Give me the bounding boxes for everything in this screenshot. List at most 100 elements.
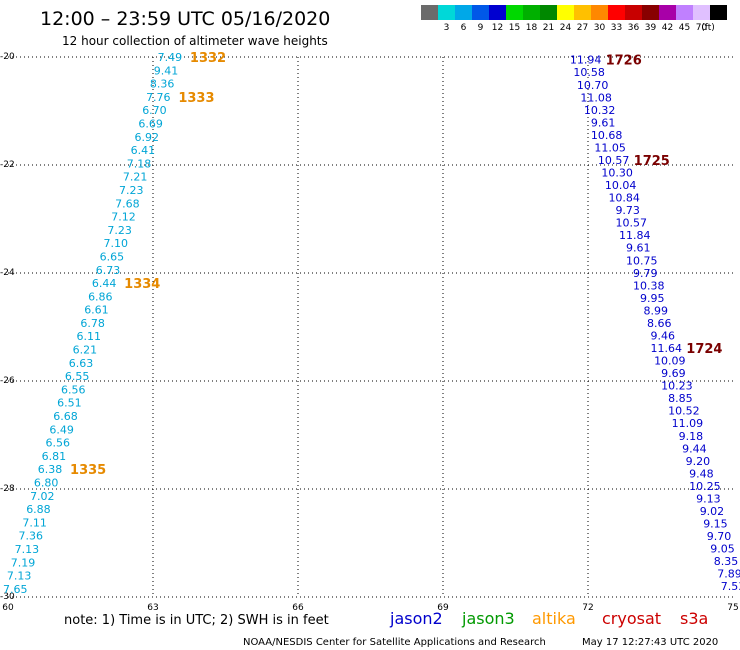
legend-label: 15 [509, 23, 520, 33]
swh-value-label: 7.13 [7, 570, 32, 583]
swh-value-label: 6.92 [134, 131, 159, 144]
swh-value-label: 9.15 [703, 518, 728, 531]
swh-value-label: 7.49 [158, 51, 183, 64]
swh-value-label: 7.53 [721, 580, 740, 593]
swh-value-label: 6.88 [26, 503, 51, 516]
swh-value-label: 9.95 [640, 292, 665, 305]
x-tick-label: 63 [147, 603, 158, 613]
swh-value-label: 6.38 [38, 463, 63, 476]
legend-swatch [642, 5, 659, 20]
color-legend: 3 6 9 12 15 18 21 24 27 30 33 36 39 42 45 70(ft) [421, 5, 727, 33]
swh-value-label: 10.70 [577, 79, 609, 92]
swh-value-label: 10.23 [661, 380, 693, 393]
footer-note: note: 1) Time is in UTC; 2) SWH is in fe… [64, 613, 329, 628]
legend-swatch [574, 5, 591, 20]
swh-value-label: 7.65 [3, 583, 28, 596]
swh-value-label: 8.66 [647, 317, 672, 330]
legend-label: 24 [560, 23, 572, 33]
swh-value-label: 7.68 [115, 197, 140, 210]
swh-value-label: 7.19 [11, 556, 36, 569]
swh-value-label: 10.09 [654, 355, 686, 368]
swh-value-label: 6.56 [46, 437, 71, 450]
swh-value-label: 6.86 [88, 290, 113, 303]
swh-value-label: 6.56 [61, 383, 86, 396]
swh-value-label: 7.21 [123, 171, 148, 184]
swh-value-label: 6.51 [57, 397, 82, 410]
legend-swatch [523, 5, 540, 20]
satellite-key: jason2 jason3 altika cryosat s3a [389, 609, 708, 628]
legend-swatch [608, 5, 625, 20]
swh-value-label: 9.61 [626, 242, 651, 255]
swh-value-label: 10.68 [591, 129, 623, 142]
legend-label: 30 [594, 23, 606, 33]
swh-value-label: 9.41 [154, 64, 179, 77]
legend-unit: (ft) [701, 23, 715, 33]
legend-label: 70 [696, 23, 708, 33]
swh-value-label: 11.08 [580, 91, 612, 104]
swh-value-label: 9.61 [591, 116, 616, 129]
satellite-name: altika [532, 609, 576, 628]
satellite-name: jason2 [389, 609, 443, 628]
swh-value-label: 6.41 [131, 144, 156, 157]
legend-swatch [506, 5, 523, 20]
swh-value-label: 10.57 [615, 217, 647, 230]
swh-value-label: 6.73 [96, 264, 121, 277]
swh-value-label: 7.36 [18, 530, 43, 543]
swh-value-label: 9.70 [707, 530, 732, 543]
swh-value-label: 7.76 [146, 91, 171, 104]
swh-value-label: 9.73 [615, 204, 640, 217]
y-tick-label: -22 [0, 160, 15, 170]
swh-value-label: 10.75 [626, 254, 658, 267]
pass-label: 1723 [739, 530, 740, 545]
x-tick-label: 75 [727, 603, 738, 613]
swh-value-label: 6.61 [84, 304, 109, 317]
swh-value-label: 6.78 [80, 317, 105, 330]
legend-swatch [557, 5, 574, 20]
swh-value-label: 6.80 [34, 477, 59, 490]
swh-value-label: 10.38 [633, 279, 665, 292]
swh-value-label: 6.81 [42, 450, 67, 463]
satellite-name: s3a [680, 609, 708, 628]
swh-value-label: 10.25 [689, 480, 721, 493]
swh-value-label: 10.32 [584, 104, 616, 117]
pass-number-labels: 1332 1333 1334 1335 1726 1725 1724 1723 [70, 51, 740, 545]
plot-grid [8, 56, 733, 598]
swh-value-label: 6.11 [76, 330, 101, 343]
legend-swatch [438, 5, 455, 20]
legend-label: 27 [577, 23, 588, 33]
swh-value-label: 9.48 [689, 467, 714, 480]
x-tick-label: 72 [582, 603, 593, 613]
legend-swatch [591, 5, 608, 20]
chart-title: 12:00 – 23:59 UTC 05/16/2020 [40, 8, 330, 30]
legend-swatch [489, 5, 506, 20]
swh-value-label: 6.21 [73, 344, 98, 357]
swh-value-label: 9.79 [633, 267, 658, 280]
swh-value-label: 9.20 [686, 455, 711, 468]
swh-value-label: 11.09 [672, 417, 704, 430]
legend-label: 6 [461, 23, 467, 33]
swh-value-label: 8.85 [668, 392, 693, 405]
swh-value-label: 7.89 [717, 568, 740, 581]
swh-value-label: 6.70 [142, 104, 167, 117]
legend-label: 36 [628, 23, 640, 33]
swh-value-label: 6.65 [100, 250, 125, 263]
swh-value-label: 11.94 [570, 54, 602, 67]
legend-swatch [710, 5, 727, 20]
swh-value-label: 6.69 [138, 117, 163, 130]
swh-value-label: 10.30 [601, 167, 633, 180]
swh-value-label: 9.13 [696, 492, 721, 505]
y-tick-label: -20 [0, 52, 15, 62]
swh-value-label: 9.18 [679, 430, 704, 443]
legend-label: 18 [526, 23, 538, 33]
y-tick-label: -26 [0, 376, 15, 386]
swh-value-label: 10.04 [605, 179, 637, 192]
swh-value-label: 10.58 [573, 66, 605, 79]
swh-value-label: 11.05 [594, 141, 626, 154]
y-tick-labels: -20 -22 -24 -26 -28 -30 [0, 52, 15, 602]
swh-value-label: 9.05 [710, 543, 735, 556]
x-tick-labels: 60 63 66 69 72 75 [2, 603, 738, 613]
swh-value-label: 9.44 [682, 442, 707, 455]
pass-label: 1334 [124, 277, 160, 292]
swh-value-label: 11.84 [619, 229, 651, 242]
